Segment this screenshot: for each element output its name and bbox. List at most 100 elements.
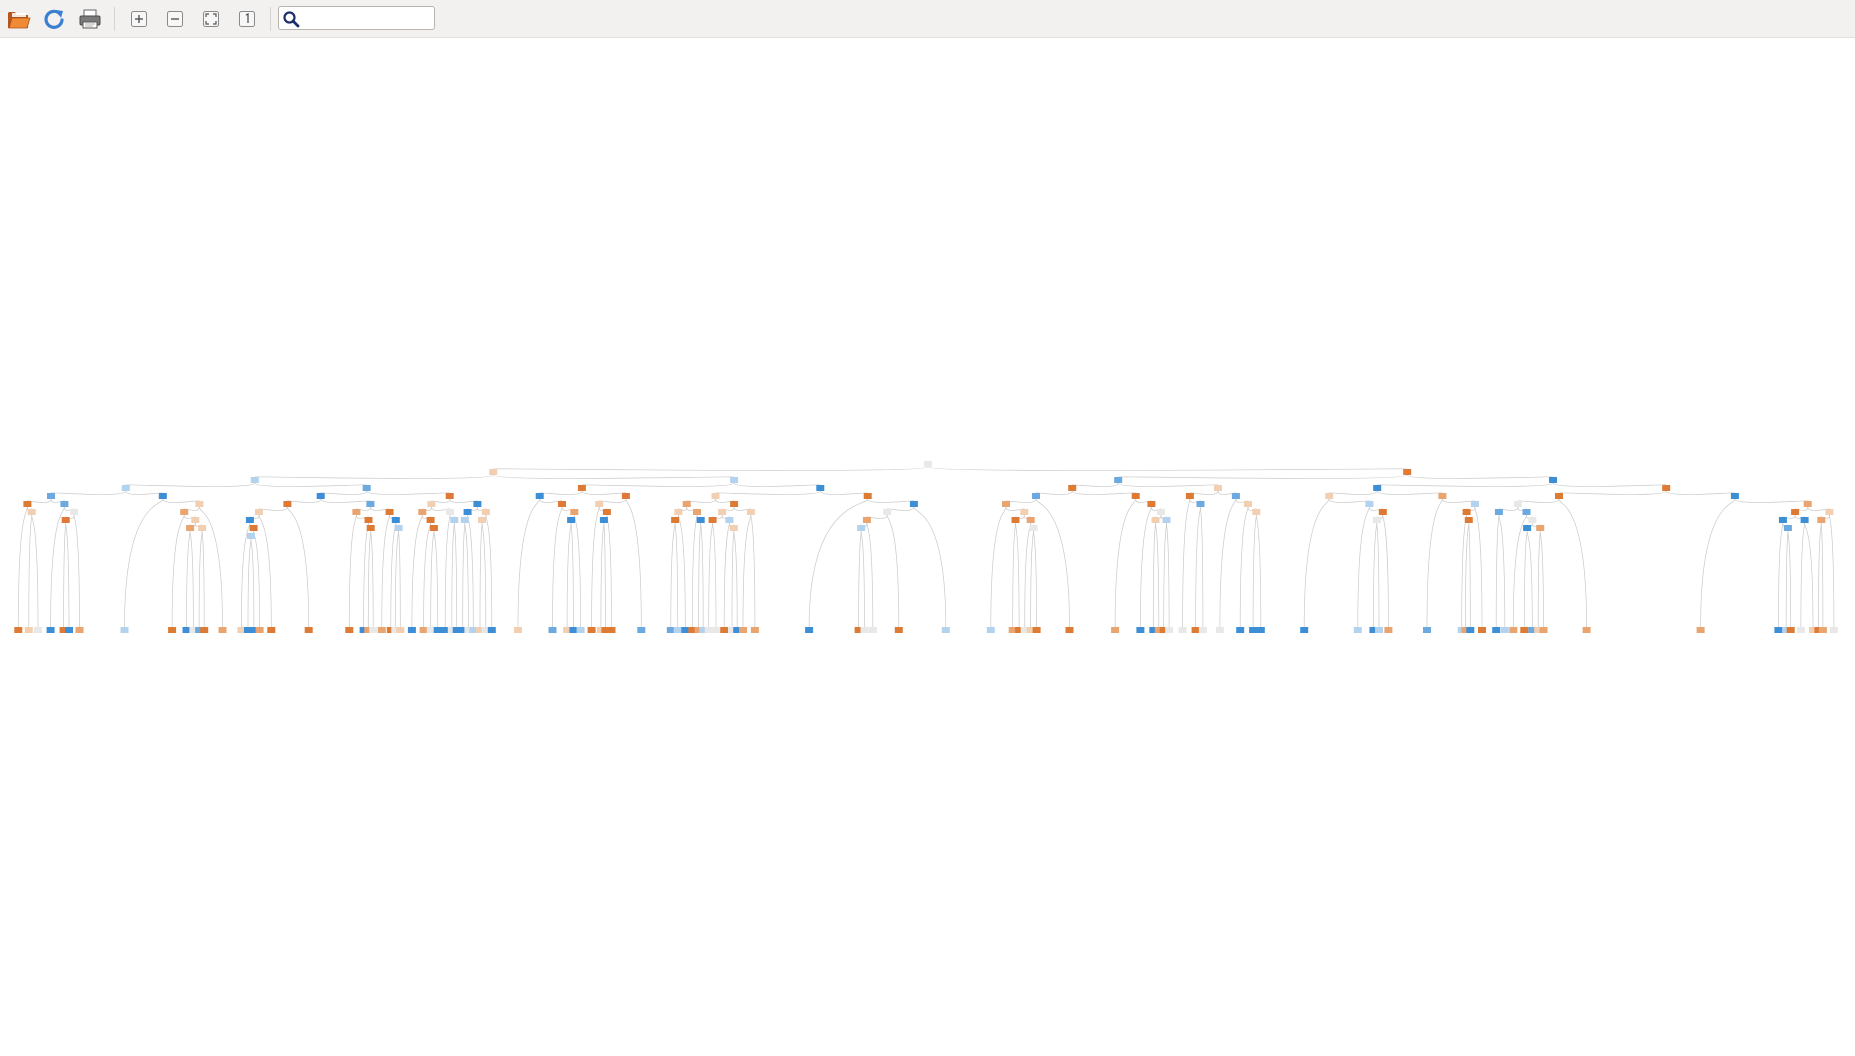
tree-leaf-node[interactable] bbox=[237, 627, 246, 633]
tree-leaf-node[interactable] bbox=[720, 627, 729, 633]
tree-leaf-node[interactable] bbox=[514, 627, 522, 633]
tree-node[interactable] bbox=[255, 509, 263, 515]
tree-leaf-node[interactable] bbox=[1528, 627, 1537, 633]
tree-leaf-node[interactable] bbox=[447, 627, 456, 633]
tree-leaf-node[interactable] bbox=[1065, 627, 1074, 633]
tree-node[interactable] bbox=[1185, 493, 1194, 499]
tree-node[interactable] bbox=[70, 509, 79, 515]
tree-node[interactable] bbox=[909, 501, 918, 507]
tree-node[interactable] bbox=[1464, 517, 1473, 523]
tree-leaf-node[interactable] bbox=[1509, 627, 1518, 633]
tree-leaf-node[interactable] bbox=[673, 627, 682, 633]
tree-leaf-node[interactable] bbox=[267, 627, 276, 633]
tree-leaf-node[interactable] bbox=[1020, 627, 1029, 633]
tree-leaf-node[interactable] bbox=[576, 627, 585, 633]
tree-node[interactable] bbox=[1214, 485, 1222, 491]
tree-node[interactable] bbox=[816, 485, 825, 491]
tree-node[interactable] bbox=[696, 517, 705, 523]
tree-node[interactable] bbox=[245, 517, 254, 523]
tree-leaf-node[interactable] bbox=[195, 627, 204, 633]
tree-leaf-node[interactable] bbox=[1191, 627, 1200, 633]
tree-node[interactable] bbox=[1026, 517, 1035, 523]
tree-leaf-node[interactable] bbox=[1369, 627, 1378, 633]
tree-node[interactable] bbox=[1523, 525, 1532, 531]
tree-leaf-node[interactable] bbox=[46, 627, 55, 633]
tree-leaf-node[interactable] bbox=[433, 627, 442, 633]
tree-node[interactable] bbox=[191, 517, 200, 523]
tree-leaf-node[interactable] bbox=[601, 627, 610, 633]
tree-node[interactable] bbox=[1068, 485, 1077, 491]
tree-node[interactable] bbox=[1791, 509, 1800, 515]
tree-node[interactable] bbox=[47, 493, 55, 499]
tree-node[interactable] bbox=[60, 501, 69, 507]
tree-node[interactable] bbox=[1372, 517, 1381, 523]
tree-leaf-node[interactable] bbox=[452, 627, 461, 633]
tree-node[interactable] bbox=[1403, 469, 1412, 475]
tree-node[interactable] bbox=[352, 509, 361, 515]
tree-leaf-node[interactable] bbox=[688, 627, 697, 633]
tree-leaf-node[interactable] bbox=[345, 627, 354, 633]
tree-leaf-node[interactable] bbox=[699, 627, 708, 633]
tree-leaf-node[interactable] bbox=[34, 627, 42, 633]
tree-node[interactable] bbox=[460, 517, 469, 523]
tree-leaf-node[interactable] bbox=[1159, 627, 1168, 633]
tree-node[interactable] bbox=[558, 501, 566, 507]
tree-leaf-node[interactable] bbox=[1384, 627, 1393, 633]
tree-node[interactable] bbox=[1373, 485, 1382, 491]
tree-leaf-node[interactable] bbox=[244, 627, 252, 633]
tree-leaf-node[interactable] bbox=[1796, 627, 1805, 633]
tree-leaf-node[interactable] bbox=[65, 627, 73, 633]
tree-node[interactable] bbox=[364, 517, 373, 523]
tree-leaf-node[interactable] bbox=[596, 627, 605, 633]
tree-node[interactable] bbox=[481, 509, 490, 515]
tree-node[interactable] bbox=[1438, 493, 1447, 499]
tree-node[interactable] bbox=[730, 477, 739, 483]
tree-leaf-node[interactable] bbox=[1582, 627, 1591, 633]
tree-leaf-node[interactable] bbox=[1809, 627, 1817, 633]
tree-node[interactable] bbox=[1231, 493, 1240, 499]
tree-node[interactable] bbox=[718, 509, 727, 515]
graph-canvas[interactable] bbox=[0, 38, 1855, 1056]
tree-node[interactable] bbox=[121, 485, 130, 491]
tree-leaf-node[interactable] bbox=[1478, 627, 1486, 633]
tree-node[interactable] bbox=[1252, 509, 1261, 515]
tree-leaf-node[interactable] bbox=[1818, 627, 1827, 633]
tree-node[interactable] bbox=[1800, 517, 1809, 523]
tree-node[interactable] bbox=[1662, 485, 1671, 491]
tree-leaf-node[interactable] bbox=[894, 627, 903, 633]
tree-leaf-node[interactable] bbox=[1015, 627, 1024, 633]
tree-leaf-node[interactable] bbox=[218, 627, 227, 633]
tree-leaf-node[interactable] bbox=[426, 627, 435, 633]
tree-node[interactable] bbox=[1462, 509, 1471, 515]
tree-leaf-node[interactable] bbox=[694, 627, 703, 633]
tree-leaf-node[interactable] bbox=[750, 627, 759, 633]
tree-leaf-node[interactable] bbox=[1500, 627, 1509, 633]
zoom-out-button[interactable] bbox=[162, 6, 188, 32]
tree-leaf-node[interactable] bbox=[1249, 627, 1258, 633]
tree-leaf-node[interactable] bbox=[396, 627, 405, 633]
tree-leaf-node[interactable] bbox=[986, 627, 995, 633]
tree-node[interactable] bbox=[473, 501, 482, 507]
tree-leaf-node[interactable] bbox=[120, 627, 129, 633]
tree-leaf-node[interactable] bbox=[189, 627, 198, 633]
tree-node[interactable] bbox=[1803, 501, 1812, 507]
tree-node[interactable] bbox=[1817, 517, 1826, 523]
tree-leaf-node[interactable] bbox=[1165, 627, 1174, 633]
tree-node[interactable] bbox=[693, 509, 701, 515]
tree-node[interactable] bbox=[883, 509, 892, 515]
tree-node[interactable] bbox=[1157, 509, 1165, 515]
tree-leaf-node[interactable] bbox=[1492, 627, 1501, 633]
tree-leaf-node[interactable] bbox=[487, 627, 496, 633]
tree-node[interactable] bbox=[427, 501, 436, 507]
tree-node[interactable] bbox=[595, 501, 604, 507]
tree-leaf-node[interactable] bbox=[1008, 627, 1017, 633]
tree-node[interactable] bbox=[535, 493, 544, 499]
zoom-original-button[interactable] bbox=[234, 6, 260, 32]
tree-node[interactable] bbox=[391, 517, 400, 523]
tree-node[interactable] bbox=[1020, 509, 1029, 515]
tree-node[interactable] bbox=[711, 493, 720, 499]
tree-leaf-node[interactable] bbox=[464, 627, 473, 633]
print-button[interactable] bbox=[77, 6, 103, 32]
tree-leaf-node[interactable] bbox=[249, 627, 258, 633]
tree-node[interactable] bbox=[725, 517, 734, 523]
